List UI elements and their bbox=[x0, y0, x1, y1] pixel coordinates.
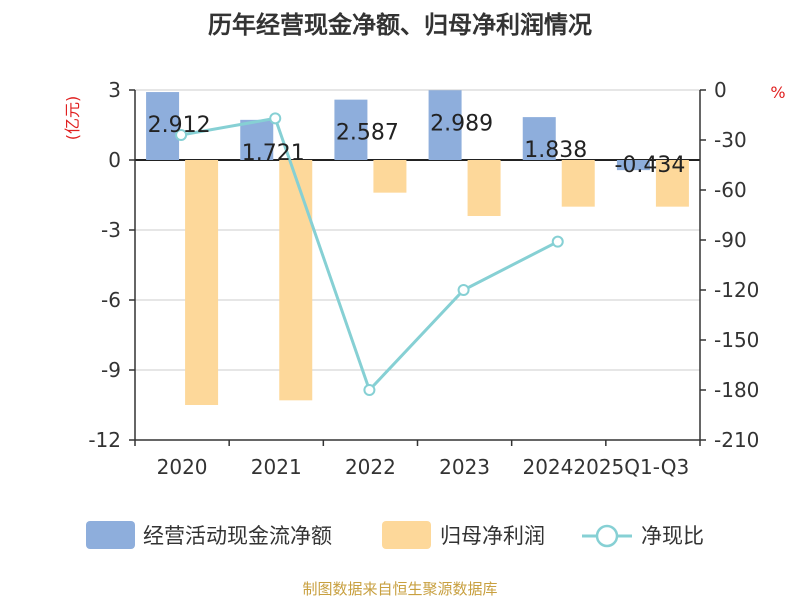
ratio-point bbox=[363, 384, 376, 396]
category-label: 2021 bbox=[251, 455, 302, 479]
cash-flow-value-label: 2.587 bbox=[336, 121, 399, 146]
right-axis-ticks: 0 -30 -60 -90 -120 -150 -180 -210 bbox=[700, 78, 759, 452]
left-tick-label: -12 bbox=[88, 428, 121, 452]
cash-flow-labels: 2.912 1.721 2.587 2.989 1.838 -0.434 bbox=[148, 111, 686, 178]
axes bbox=[134, 90, 701, 446]
left-tick-label: -6 bbox=[101, 288, 121, 312]
right-tick-label: -90 bbox=[714, 228, 747, 252]
left-axis-ticks: 3 0 -3 -6 -9 -12 bbox=[88, 78, 135, 452]
source-note: 制图数据来自恒生聚源数据库 bbox=[302, 580, 497, 598]
legend-swatch-net-profit bbox=[382, 521, 431, 549]
right-tick-label: -120 bbox=[714, 278, 759, 302]
category-labels: 2020 2021 2022 2023 20242025Q1-Q3 bbox=[157, 455, 690, 479]
cash-flow-value-label: 1.838 bbox=[524, 138, 587, 163]
net-profit-bar bbox=[279, 160, 313, 401]
left-tick-label: 3 bbox=[108, 78, 121, 102]
right-axis-unit: % bbox=[770, 83, 785, 102]
category-label: 2020 bbox=[157, 455, 208, 479]
cash-flow-bar bbox=[146, 92, 180, 160]
net-profit-bar bbox=[561, 160, 595, 207]
net-profit-bars bbox=[185, 160, 689, 405]
cash-flow-bar bbox=[334, 99, 368, 160]
net-profit-bar bbox=[373, 160, 407, 193]
legend-swatch-cash-flow bbox=[86, 521, 135, 549]
ratio-line bbox=[175, 112, 564, 396]
legend-label-cash-flow: 经营活动现金流净额 bbox=[143, 524, 332, 548]
legend: 经营活动现金流净额 归母净利润 净现比 bbox=[86, 521, 704, 549]
cash-flow-value-label: 2.989 bbox=[430, 111, 493, 136]
cash-flow-value-label: 1.721 bbox=[242, 141, 305, 166]
legend-label-net-profit: 归母净利润 bbox=[440, 524, 545, 548]
net-profit-bar bbox=[467, 160, 501, 216]
cash-flow-value-label: 2.912 bbox=[148, 113, 211, 138]
left-tick-label: -9 bbox=[101, 358, 121, 382]
category-label: 20242025Q1-Q3 bbox=[522, 455, 689, 479]
legend-label-ratio: 净现比 bbox=[641, 524, 704, 548]
cash-flow-bar bbox=[240, 119, 274, 160]
left-tick-label: 0 bbox=[108, 148, 121, 172]
cash-flow-bar bbox=[616, 160, 650, 171]
category-label: 2022 bbox=[345, 455, 396, 479]
left-tick-label: -3 bbox=[101, 218, 121, 242]
right-tick-label: -180 bbox=[714, 378, 759, 402]
ratio-point bbox=[551, 235, 564, 248]
legend-marker-ratio bbox=[595, 524, 619, 548]
right-tick-label: -60 bbox=[714, 178, 747, 202]
left-axis-unit: (亿元) bbox=[63, 96, 82, 141]
cash-flow-bar bbox=[522, 117, 556, 160]
cash-flow-bars bbox=[146, 90, 650, 171]
ratio-point bbox=[175, 129, 188, 141]
cash-flow-bar bbox=[428, 90, 462, 160]
right-tick-label: -30 bbox=[714, 128, 747, 152]
grid-lines bbox=[135, 89, 700, 441]
ratio-point bbox=[269, 112, 282, 125]
category-label: 2023 bbox=[439, 455, 490, 479]
right-tick-label: 0 bbox=[714, 78, 727, 102]
net-profit-bar bbox=[655, 160, 689, 207]
net-profit-bar bbox=[185, 160, 219, 405]
right-tick-label: -150 bbox=[714, 328, 759, 352]
ratio-point bbox=[457, 284, 470, 296]
cash-flow-value-label: -0.434 bbox=[614, 153, 685, 178]
right-tick-label: -210 bbox=[714, 428, 759, 452]
chart-title: 历年经营现金净额、归母净利润情况 bbox=[208, 11, 592, 39]
